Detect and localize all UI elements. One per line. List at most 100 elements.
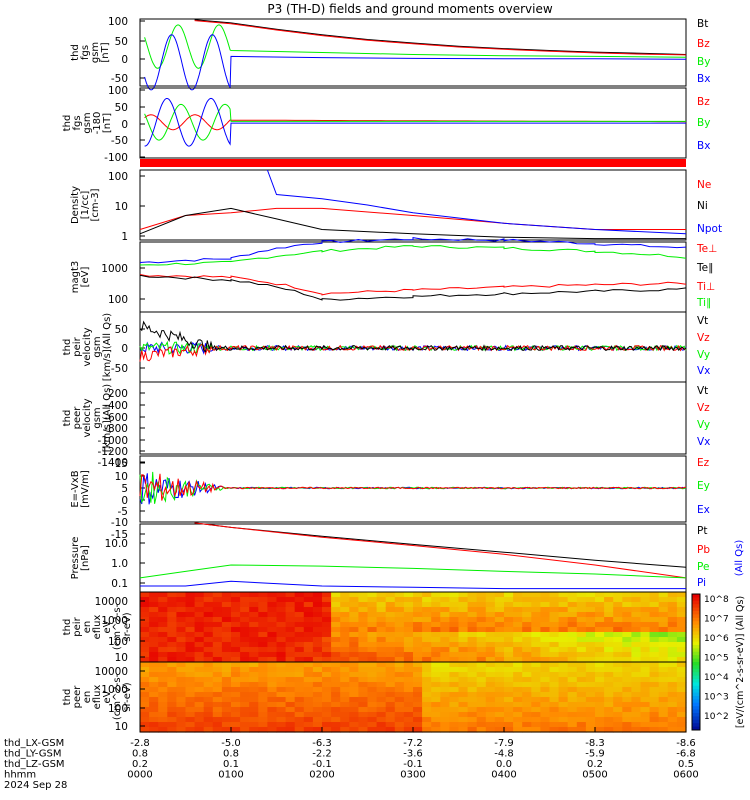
spec-cell	[513, 682, 523, 688]
spec-cell	[595, 687, 605, 693]
spec-cell	[203, 632, 214, 638]
spec-cell	[312, 687, 323, 693]
spec-cell	[312, 702, 323, 708]
spec-cell	[667, 697, 678, 703]
spec-cell	[185, 597, 196, 603]
spec-cell	[331, 637, 341, 643]
spec-cell	[276, 687, 287, 693]
spec-cell	[595, 647, 605, 653]
spec-cell	[322, 662, 332, 668]
spec-cell	[622, 707, 632, 713]
spec-cell	[540, 617, 551, 623]
colorbar-cell	[692, 692, 700, 697]
spec-cell	[431, 662, 441, 668]
spec-cell	[358, 597, 369, 603]
spec-cell	[203, 612, 214, 618]
spec-cell	[431, 712, 441, 718]
spec-cell	[522, 612, 532, 618]
spec-cell	[494, 697, 505, 703]
ytick-label: 100	[108, 16, 128, 28]
spec-cell	[631, 707, 642, 713]
spec-cell	[267, 722, 278, 728]
spec-cell	[522, 717, 532, 723]
spec-cell	[385, 707, 396, 713]
spec-cell	[476, 722, 487, 728]
spec-cell	[649, 637, 660, 643]
spec-cell	[531, 637, 541, 643]
spec-cell	[358, 607, 369, 613]
spec-cell	[267, 637, 278, 643]
spec-cell	[549, 712, 560, 718]
spec-cell	[585, 682, 596, 688]
spec-cell	[294, 627, 305, 633]
spec-cell	[676, 592, 687, 598]
spec-cell	[622, 642, 632, 648]
spec-cell	[303, 607, 314, 613]
spec-cell	[522, 592, 532, 598]
spec-cell	[276, 632, 287, 638]
spec-cell	[522, 702, 532, 708]
spec-cell	[595, 682, 605, 688]
spec-cell	[449, 612, 460, 618]
spec-cell	[267, 717, 278, 723]
spec-cell	[294, 642, 305, 648]
spec-cell	[494, 662, 505, 668]
spec-cell	[385, 687, 396, 693]
spec-cell	[331, 622, 341, 628]
spec-cell	[649, 652, 660, 658]
colorbar-cell	[692, 600, 700, 605]
spec-cell	[322, 642, 332, 648]
spec-cell	[158, 607, 168, 613]
spec-cell	[613, 667, 623, 673]
spec-cell	[340, 637, 350, 643]
spec-cell	[158, 687, 168, 693]
spec-cell	[221, 622, 232, 628]
spec-cell	[440, 712, 450, 718]
spec-cell	[294, 677, 305, 683]
colorbar-cell	[692, 699, 700, 704]
spec-cell	[194, 647, 205, 653]
spec-cell	[212, 622, 223, 628]
footer-row-label: thd_LX-GSM	[4, 738, 64, 749]
footer-row-label: 2024 Sep 28	[4, 780, 67, 791]
spec-cell	[294, 707, 305, 713]
spec-cell	[540, 592, 551, 598]
spec-cell	[285, 687, 296, 693]
spec-cell	[613, 692, 623, 698]
spec-cell	[349, 672, 359, 678]
spec-cell	[176, 592, 187, 598]
spec-cell	[176, 722, 187, 728]
spec-cell	[285, 682, 296, 688]
spec-cell	[494, 647, 505, 653]
spec-cell	[585, 722, 596, 728]
spec-cell	[449, 667, 460, 673]
spec-cell	[331, 607, 341, 613]
spec-cell	[340, 602, 350, 608]
spec-cell	[576, 662, 587, 668]
spec-cell	[531, 607, 541, 613]
spec-cell	[349, 682, 359, 688]
spec-cell	[576, 632, 587, 638]
spec-cell	[376, 722, 387, 728]
spec-cell	[458, 722, 469, 728]
colorbar-cell	[692, 668, 700, 673]
spec-cell	[176, 597, 187, 603]
spec-cell	[158, 652, 168, 658]
spec-cell	[358, 657, 369, 663]
spec-cell	[258, 647, 268, 653]
spec-cell	[658, 692, 669, 698]
spec-cell	[604, 592, 614, 598]
spec-cell	[513, 707, 523, 713]
spec-cell	[158, 722, 168, 728]
spec-cell	[349, 597, 359, 603]
spec-cell	[658, 702, 669, 708]
spec-cell	[303, 702, 314, 708]
spec-cell	[567, 692, 578, 698]
spec-cell	[267, 657, 278, 663]
spec-cell	[476, 682, 487, 688]
spec-cell	[531, 707, 541, 713]
colorbar-cell	[692, 672, 700, 677]
spec-cell	[622, 602, 632, 608]
spec-cell	[549, 672, 560, 678]
